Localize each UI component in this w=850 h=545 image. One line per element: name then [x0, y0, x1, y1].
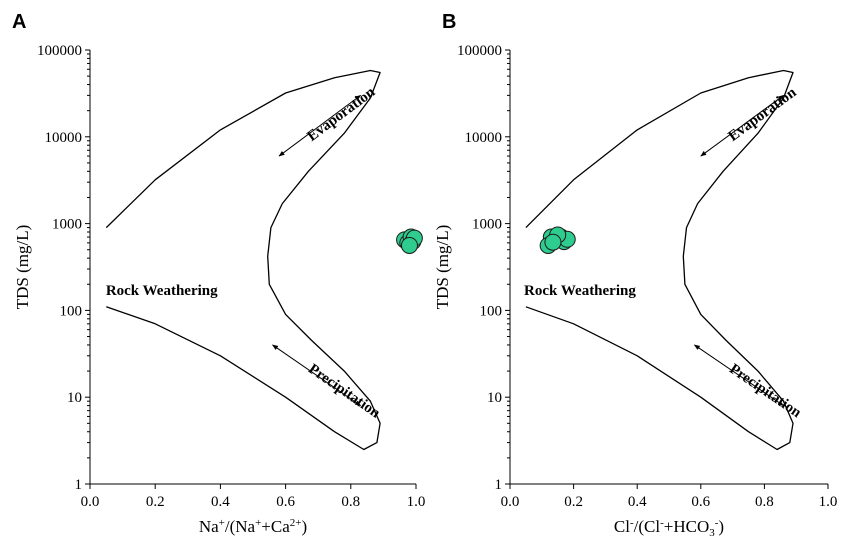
x-axis-title: Cl-/(Cl-+HCO3-) — [614, 517, 724, 539]
x-tick-label: 0.2 — [564, 494, 583, 510]
y-axis-title: TDS (mg/L) — [13, 225, 32, 310]
y-tick-label: 10 — [487, 390, 502, 406]
x-tick-label: 0.6 — [691, 494, 710, 510]
precipitation-arrow — [693, 344, 784, 407]
y-tick-label: 1 — [495, 477, 503, 493]
y-tick-label: 1000 — [52, 217, 82, 233]
gibbs-boundary-curve — [105, 69, 381, 451]
x-axis-title: Na+/(Na++Ca2+) — [199, 517, 307, 536]
evaporation-arrow — [700, 94, 784, 157]
x-tick-label: 1.0 — [407, 494, 426, 510]
precipitation-arrow — [272, 344, 362, 407]
x-tick-label: 1.0 — [819, 494, 838, 510]
y-tick-label: 10 — [67, 390, 82, 406]
precipitation-label: Precipitation — [305, 361, 383, 422]
y-axis-title: TDS (mg/L) — [433, 225, 452, 310]
x-tick-label: 0.0 — [81, 494, 100, 510]
x-tick-label: 0.8 — [755, 494, 774, 510]
y-tick-label: 1000 — [472, 217, 502, 233]
y-tick-label: 10000 — [465, 130, 503, 146]
data-point — [400, 236, 418, 254]
x-tick-label: 0.6 — [276, 494, 295, 510]
panel-b: B 0.0 0.2 0.4 0.6 0.8 1.0 1 10 100 1000 10000 100000… — [433, 11, 837, 539]
gibbs-boundary-curve — [525, 69, 794, 451]
rock-weathering-label: Rock Weathering — [106, 283, 218, 299]
y-tick-label: 10000 — [45, 130, 83, 146]
data-point — [544, 233, 562, 251]
y-tick-label: 100 — [60, 303, 83, 319]
x-tick-label: 0.8 — [341, 494, 360, 510]
y-tick-label: 1 — [75, 477, 83, 493]
rock-weathering-label: Rock Weathering — [524, 283, 636, 299]
y-tick-label: 100000 — [457, 43, 502, 59]
panel-label: A — [12, 11, 26, 33]
x-tick-label: 0.4 — [628, 494, 647, 510]
y-tick-label: 100 — [480, 303, 503, 319]
panel-a: A 0.0 0.2 0.4 0.6 0.8 1.0 1 10 100 1000 10000 100000… — [12, 11, 425, 536]
evaporation-arrow — [278, 94, 362, 157]
x-tick-label: 0.2 — [146, 494, 165, 510]
evaporation-label: Evaporation — [725, 84, 799, 145]
panel-label: B — [442, 11, 456, 33]
precipitation-label: Precipitation — [726, 361, 804, 421]
x-tick-label: 0.0 — [501, 494, 520, 510]
y-tick-label: 100000 — [37, 43, 82, 59]
x-tick-label: 0.4 — [211, 494, 230, 510]
